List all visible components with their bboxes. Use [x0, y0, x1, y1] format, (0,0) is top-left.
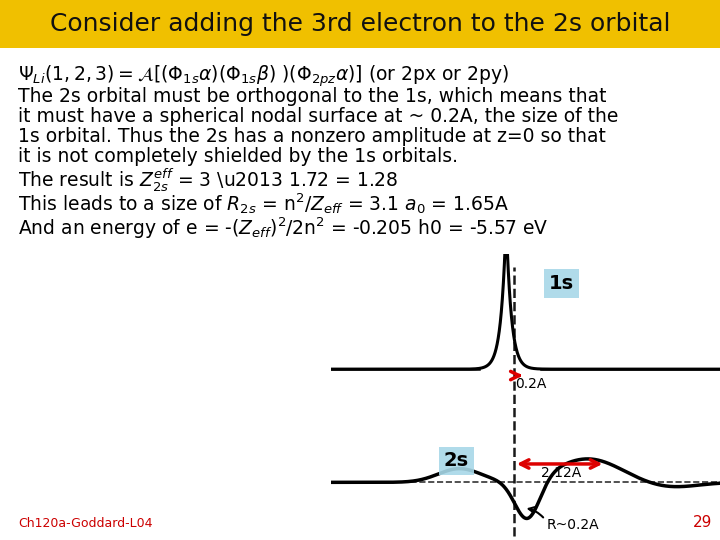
Text: Ch120a-Goddard-L04: Ch120a-Goddard-L04: [18, 517, 153, 530]
Text: 1s: 1s: [549, 274, 574, 293]
Text: it must have a spherical nodal surface at ~ 0.2A, the size of the: it must have a spherical nodal surface a…: [18, 106, 618, 125]
Text: 29: 29: [693, 515, 713, 530]
Text: R~0.2A: R~0.2A: [547, 518, 600, 532]
Text: it is not completely shielded by the 1s orbitals.: it is not completely shielded by the 1s …: [18, 146, 458, 165]
Text: 2.12A: 2.12A: [541, 465, 582, 480]
Text: Consider adding the 3rd electron to the 2s orbital: Consider adding the 3rd electron to the …: [50, 12, 670, 36]
Text: 2s: 2s: [444, 451, 469, 470]
Text: $\Psi_{Li}(1,2,3) = \mathcal{A}[(\Phi_{1s}\alpha)(\Phi_{1s}\beta)\ )(\Phi_{2pz}\: $\Psi_{Li}(1,2,3) = \mathcal{A}[(\Phi_{1…: [18, 63, 509, 89]
Text: The result is $Z^{eff}_{2s}$ = 3 \u2013 1.72 = 1.28: The result is $Z^{eff}_{2s}$ = 3 \u2013 …: [18, 166, 398, 194]
Text: And an energy of e = -$(Z_{eff})^2$/2n$^2$ = -0.205 h0 = -5.57 eV: And an energy of e = -$(Z_{eff})^2$/2n$^…: [18, 215, 549, 241]
Text: 1s orbital. Thus the 2s has a nonzero amplitude at z=0 so that: 1s orbital. Thus the 2s has a nonzero am…: [18, 126, 606, 145]
Bar: [0, 0, 720, 48]
Text: This leads to a size of $R_{2s}$ = n$^2$/$Z_{eff}$ = 3.1 $a_0$ = 1.65A: This leads to a size of $R_{2s}$ = n$^2$…: [18, 192, 509, 217]
Text: The 2s orbital must be orthogonal to the 1s, which means that: The 2s orbital must be orthogonal to the…: [18, 86, 606, 105]
Text: 0.2A: 0.2A: [515, 377, 546, 391]
